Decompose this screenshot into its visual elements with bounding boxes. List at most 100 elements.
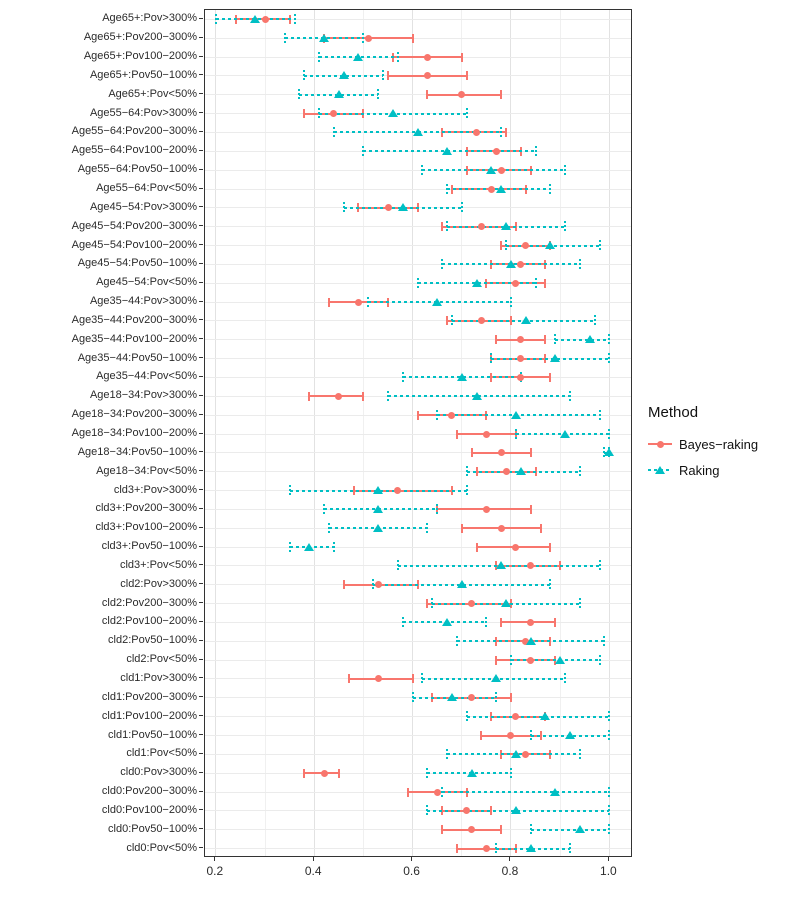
bayes-raking-point: [522, 242, 530, 250]
x-tick-label: 0.6: [403, 864, 420, 878]
category-label: cld2:Pov200−300%: [101, 596, 197, 609]
category-label: Age65+:Pov50−100%: [89, 68, 197, 81]
bayes-raking-point: [492, 147, 500, 155]
row-gridline: [205, 659, 631, 661]
raking-cap-hi: [382, 70, 385, 82]
raking-point: [515, 467, 526, 476]
bayes-raking-point: [364, 34, 372, 42]
y-tick-mark: [199, 809, 203, 811]
row-gridline: [205, 188, 631, 190]
bayes-raking-cap-hi: [465, 71, 468, 81]
raking-cap-hi: [549, 183, 552, 195]
raking-cap-hi: [598, 240, 601, 252]
raking-cap-lo: [387, 390, 389, 402]
row-gridline: [205, 245, 631, 247]
bayes-raking-cap-lo: [500, 241, 503, 251]
bayes-raking-cap-hi: [500, 90, 503, 100]
bayes-raking-point: [463, 807, 471, 815]
raking-cap-lo: [431, 598, 434, 610]
raking-cap-lo: [411, 692, 414, 704]
category-label: Age65+:Pov>300%: [102, 12, 197, 25]
bayes-raking-cap-hi: [460, 52, 463, 62]
bayes-raking-cap-hi: [529, 504, 532, 514]
raking-point: [584, 335, 595, 344]
category-label: Age45−54:Pov100−200%: [71, 238, 197, 251]
bayes-raking-point: [497, 524, 505, 532]
bayes-raking-point: [477, 223, 485, 231]
raking-cap-hi: [608, 334, 611, 346]
y-tick-mark: [199, 93, 203, 95]
y-tick-mark: [199, 130, 203, 132]
bayes-raking-cap-lo: [475, 542, 478, 552]
category-label: Age35−44:Pov200−300%: [71, 313, 197, 326]
x-tick-mark: [214, 857, 216, 861]
y-tick-mark: [199, 281, 203, 283]
bayes-raking-point: [468, 826, 476, 834]
raking-cap-lo: [283, 32, 286, 44]
raking-cap-hi: [598, 654, 601, 666]
x-tick-label: 0.4: [304, 864, 322, 878]
category-label: Age45−54:Pov50−100%: [77, 257, 197, 270]
bayes-raking-cap-lo: [416, 410, 419, 420]
y-tick-mark: [199, 206, 203, 208]
bayes-raking-point: [527, 562, 535, 570]
raking-point: [442, 146, 453, 155]
bayes-raking-cap-hi: [554, 617, 557, 627]
y-tick-mark: [199, 244, 203, 246]
raking-point: [486, 165, 497, 174]
row-gridline: [205, 753, 631, 755]
bayes-raking-cap-hi: [337, 768, 340, 778]
raking-ci-line: [442, 791, 610, 794]
bayes-raking-point: [468, 600, 476, 608]
raking-cap-hi: [436, 503, 439, 515]
bayes-raking-point: [354, 298, 362, 306]
raking-point: [496, 184, 507, 193]
legend: Method Bayes−raking Raking: [648, 404, 758, 483]
major-gridline: [215, 10, 217, 856]
row-gridline: [205, 829, 631, 831]
raking-cap-lo: [426, 767, 429, 779]
raking-point: [525, 844, 536, 853]
y-tick-mark: [199, 583, 203, 585]
category-label: Age35−44:Pov100−200%: [71, 332, 197, 345]
row-gridline: [205, 37, 631, 39]
raking-cap-hi: [598, 560, 601, 572]
legend-triangle-marker: [655, 466, 665, 474]
raking-cap-lo: [426, 805, 429, 817]
bayes-raking-cap-lo: [342, 580, 345, 590]
raking-cap-hi: [485, 616, 488, 628]
raking-cap-lo: [436, 409, 439, 421]
bayes-raking-point: [482, 430, 490, 438]
row-gridline: [205, 169, 631, 171]
row-gridline: [205, 339, 631, 341]
legend-entries: Bayes−raking Raking: [648, 431, 758, 483]
bayes-raking-point: [477, 317, 485, 325]
bayes-raking-point: [517, 336, 525, 344]
y-tick-mark: [199, 828, 203, 830]
category-label: Age18−34:Pov<50%: [96, 464, 197, 477]
raking-cap-hi: [593, 315, 596, 327]
category-label: cld2:Pov<50%: [126, 653, 197, 666]
category-label: cld0:Pov200−300%: [101, 785, 197, 798]
bayes-raking-point: [512, 713, 520, 721]
row-gridline: [205, 320, 631, 322]
raking-cap-lo: [490, 353, 493, 365]
category-label: cld3+:Pov<50%: [119, 558, 197, 571]
bayes-raking-cap-lo: [495, 335, 498, 345]
y-tick-mark: [199, 696, 203, 698]
raking-point: [432, 297, 443, 306]
bayes-raking-cap-lo: [460, 523, 463, 533]
bayes-raking-cap-lo: [426, 90, 429, 100]
raking-cap-hi: [569, 390, 572, 402]
row-gridline: [205, 848, 631, 850]
y-tick-mark: [199, 74, 203, 76]
bayes-raking-point: [330, 110, 338, 118]
y-tick-mark: [199, 526, 203, 528]
category-label: cld1:Pov<50%: [126, 747, 197, 760]
bayes-raking-cap-lo: [327, 297, 330, 307]
y-tick-mark: [199, 489, 203, 491]
raking-ci-line: [466, 715, 610, 718]
raking-point: [387, 109, 398, 118]
bayes-raking-cap-hi: [509, 693, 512, 703]
bayes-raking-cap-lo: [303, 109, 306, 119]
